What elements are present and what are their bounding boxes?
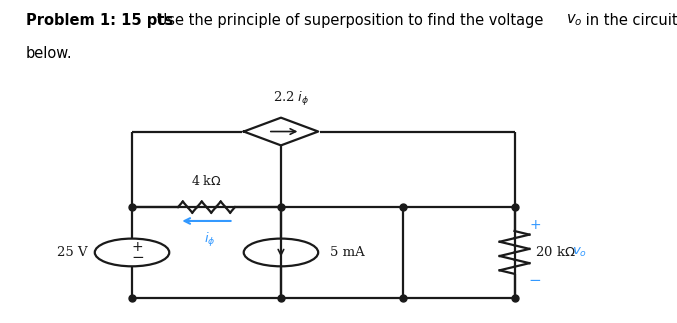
Text: 20 k$\Omega$: 20 k$\Omega$	[535, 245, 575, 259]
Text: in the circuit: in the circuit	[581, 13, 677, 28]
Text: −: −	[529, 273, 541, 288]
Text: Use the principle of superposition to find the voltage: Use the principle of superposition to fi…	[152, 13, 548, 28]
Text: Problem 1: 15 pts: Problem 1: 15 pts	[26, 13, 173, 28]
Polygon shape	[244, 118, 318, 145]
Text: $v_o$: $v_o$	[572, 246, 587, 259]
Text: 5 mA: 5 mA	[330, 246, 365, 259]
Text: +: +	[131, 240, 144, 254]
Text: $i_\phi$: $i_\phi$	[204, 231, 215, 248]
Text: 4 k$\Omega$: 4 k$\Omega$	[191, 174, 222, 188]
Text: 2.2 $i_\phi$: 2.2 $i_\phi$	[273, 89, 309, 108]
Text: $v_o$: $v_o$	[566, 13, 582, 28]
Text: +: +	[529, 218, 541, 232]
Text: below.: below.	[26, 46, 72, 61]
Text: 25 V: 25 V	[58, 246, 88, 259]
Text: −: −	[131, 251, 144, 266]
